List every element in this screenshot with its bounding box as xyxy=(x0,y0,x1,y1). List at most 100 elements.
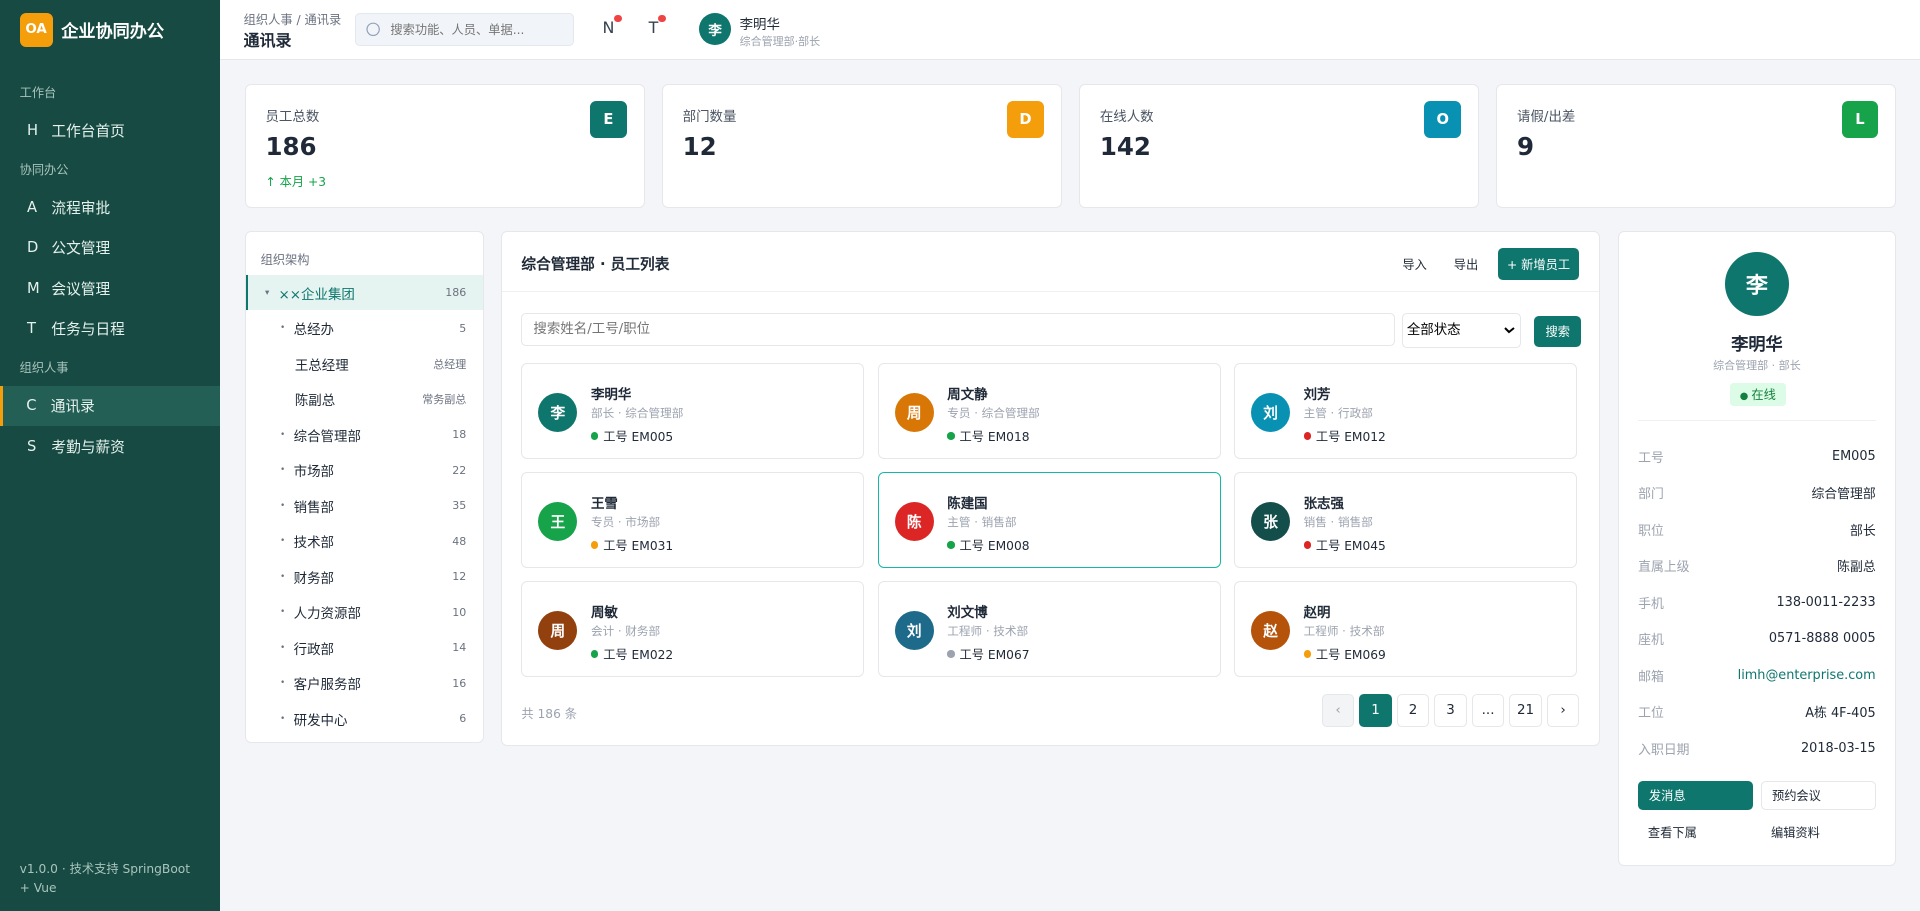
tree-count: 6 xyxy=(459,712,467,726)
tree-node[interactable]: 王总经理 总经理 xyxy=(246,346,484,382)
tree-node[interactable]: • 客户服务部 16 xyxy=(246,665,484,701)
list-search[interactable] xyxy=(521,313,1396,346)
employee-id: 工号 EM031 xyxy=(603,538,674,553)
page-button[interactable]: › xyxy=(1546,694,1580,727)
page-button[interactable]: 21 xyxy=(1509,694,1542,727)
nav-item[interactable]: C 通讯录 xyxy=(0,385,221,427)
nav-item[interactable]: H 工作台首页 xyxy=(0,110,220,150)
field-label: 工号 xyxy=(1638,450,1664,466)
detail-row: 工号 EM005 xyxy=(1638,438,1876,474)
employee-title: 部长 · 综合管理部 xyxy=(590,405,684,420)
stat-icon: O xyxy=(1424,101,1462,139)
footer: v1.0.0 · 技术支持 SpringBoot + Vue xyxy=(19,861,191,896)
field-value: 0571-8888 0005 xyxy=(1768,631,1876,647)
tree-node[interactable]: • 技术部 48 xyxy=(246,523,484,559)
action-link[interactable]: 导入 xyxy=(1402,258,1427,273)
search-input[interactable] xyxy=(387,21,565,38)
page-button[interactable]: 2 xyxy=(1396,694,1430,727)
field-value: 陈副总 xyxy=(1837,560,1876,576)
employee-name: 李明华 xyxy=(590,387,632,403)
tree-node[interactable]: • 销售部 35 xyxy=(246,488,484,524)
page-button[interactable]: 1 xyxy=(1359,694,1392,727)
nav-label: 考勤与薪资 xyxy=(51,438,125,456)
tree-count: 16 xyxy=(452,676,467,690)
field-label: 工位 xyxy=(1638,706,1664,722)
detail-button[interactable]: 发消息 xyxy=(1638,780,1753,810)
employee-title: 专员 · 综合管理部 xyxy=(947,405,1040,420)
nav-item[interactable]: A 流程审批 xyxy=(0,187,220,227)
tree-node[interactable]: • 财务部 12 xyxy=(246,559,484,595)
header-icon[interactable]: T xyxy=(649,14,666,37)
nav-group: 协同办公 xyxy=(19,162,69,177)
detail-button[interactable]: 编辑资料 xyxy=(1770,825,1820,840)
employee-title: 会计 · 财务部 xyxy=(590,623,661,638)
stat-card: 部门数量 12 D xyxy=(662,84,1063,208)
search-box[interactable] xyxy=(355,13,574,47)
tree-caret: • xyxy=(280,713,286,724)
employee-card[interactable]: 刘刘芳 主管 · 行政部 工号 EM012 xyxy=(1234,363,1577,459)
nav-item[interactable]: D 公文管理 xyxy=(0,228,220,268)
add-button[interactable]: + 新增员工 xyxy=(1497,248,1580,280)
tree-node[interactable]: • 研发中心 6 xyxy=(246,701,484,737)
user-avatar[interactable]: 李 xyxy=(699,13,731,46)
employee-card[interactable]: 王王雪 专员 · 市场部 工号 EM031 xyxy=(521,472,865,568)
employee-card[interactable]: 周周文静 专员 · 综合管理部 工号 EM018 xyxy=(877,363,1221,459)
badge-dot xyxy=(614,14,622,23)
action-link[interactable]: 导出 xyxy=(1453,258,1479,273)
tree-role: 总经理 xyxy=(433,357,467,371)
page-button: ‹ xyxy=(1321,694,1355,727)
detail-panel: 李 李明华 综合管理部 · 部长 ● 在线 工号 EM005 部门 综合管理部 职位 部长… xyxy=(1617,231,1897,867)
tree-label: 客户服务部 xyxy=(293,678,361,694)
page-button[interactable]: ... xyxy=(1471,694,1505,727)
employee-name: 周文静 xyxy=(947,387,988,403)
employee-card[interactable]: 周周敏 会计 · 财务部 工号 EM022 xyxy=(521,581,865,677)
org-tree: 组织架构 ▾ ××企业集团 186 • 总经办 5 王总经理 总经理陈副总 常务副总 • 综合管理部… xyxy=(244,231,485,743)
employee-card[interactable]: 陈陈建国 主管 · 销售部 工号 EM008 xyxy=(877,472,1221,568)
nav-icon: A xyxy=(26,199,37,217)
tree-node[interactable]: ▾ ××企业集团 186 xyxy=(245,274,484,311)
field-value: EM005 xyxy=(1831,448,1876,464)
tree-node[interactable]: • 总经办 5 xyxy=(246,310,484,346)
tree-title: 组织架构 xyxy=(260,252,310,267)
tree-node[interactable]: • 行政部 14 xyxy=(246,630,484,666)
nav-item[interactable]: T 任务与日程 xyxy=(0,309,220,349)
tree-node[interactable]: • 人力资源部 10 xyxy=(246,594,484,630)
status-filter[interactable]: 全部状态 xyxy=(1401,313,1521,348)
tree-count: 48 xyxy=(452,534,467,548)
detail-button[interactable]: 预约会议 xyxy=(1761,780,1876,810)
employee-name: 周敏 xyxy=(590,605,618,621)
nav-item[interactable]: S 考勤与薪资 xyxy=(0,426,220,466)
stat-note: ↑ 本月 +3 xyxy=(265,175,327,190)
tree-node[interactable]: 陈副总 常务副总 xyxy=(246,381,484,417)
header-icon[interactable]: N xyxy=(602,14,622,37)
employee-avatar: 陈 xyxy=(894,501,934,541)
tree-label: 技术部 xyxy=(293,536,334,552)
tree-node[interactable]: • 市场部 22 xyxy=(246,452,484,488)
user-role: 综合管理部·部长 xyxy=(739,35,821,49)
field-value: 2018-03-15 xyxy=(1801,740,1876,756)
search-button[interactable]: 搜索 xyxy=(1534,315,1582,348)
tree-label: 市场部 xyxy=(293,465,334,481)
page-button[interactable]: 3 xyxy=(1434,694,1467,727)
employee-card[interactable]: 李李明华 部长 · 综合管理部 工号 EM005 xyxy=(521,363,865,459)
employee-avatar: 周 xyxy=(538,610,578,650)
detail-buttons: 发消息 预约会议查看下属 编辑资料 xyxy=(1638,780,1876,845)
nav-item[interactable]: M 会议管理 xyxy=(0,268,220,308)
nav-icon: S xyxy=(26,437,37,455)
tree-caret: • xyxy=(280,607,286,618)
employee-card[interactable]: 张张志强 销售 · 销售部 工号 EM045 xyxy=(1234,472,1577,568)
employee-title: 工程师 · 技术部 xyxy=(947,623,1029,638)
employee-id-row: 工号 EM005 xyxy=(590,427,673,445)
employee-card[interactable]: 刘刘文博 工程师 · 技术部 工号 EM067 xyxy=(877,581,1221,677)
employee-id: 工号 EM069 xyxy=(1315,647,1386,662)
detail-button[interactable]: 查看下属 xyxy=(1647,825,1697,840)
employee-card[interactable]: 赵赵明 工程师 · 技术部 工号 EM069 xyxy=(1234,581,1577,677)
employee-id: 工号 EM018 xyxy=(959,429,1030,444)
stat-value: 142 xyxy=(1099,132,1151,161)
list-title: 综合管理部 · 员工列表 xyxy=(521,256,670,274)
tree-label: 财务部 xyxy=(293,571,334,587)
tree-role: 常务副总 xyxy=(422,393,467,407)
tree-node[interactable]: • 综合管理部 18 xyxy=(246,417,484,453)
tree-label: 陈副总 xyxy=(294,394,336,410)
